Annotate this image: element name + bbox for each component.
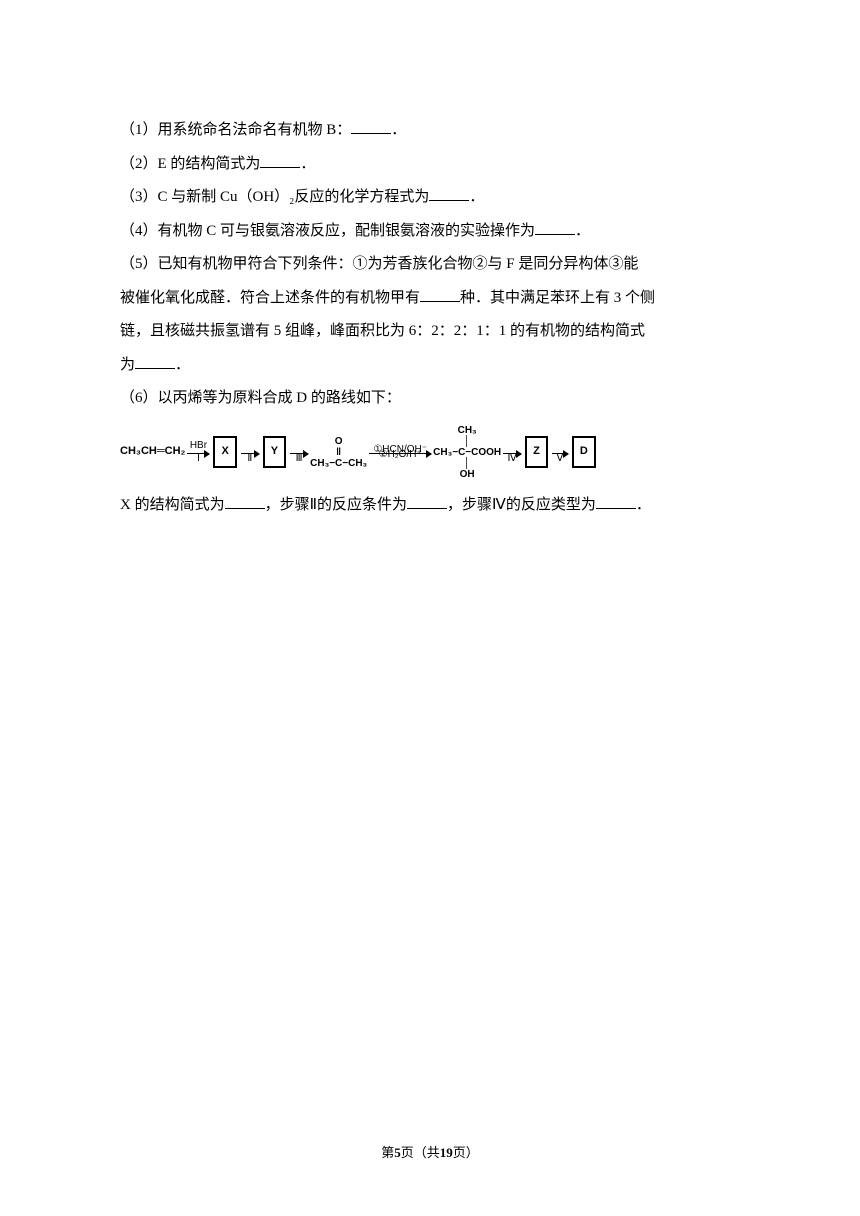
question-2: （2）E 的结构简式为 ． <box>120 149 740 181</box>
product-ch3: CH₃ <box>458 425 477 436</box>
q5-end: ． <box>175 357 190 373</box>
arrow-2: Ⅱ <box>241 440 259 463</box>
footer-suffix: 页） <box>453 1145 479 1160</box>
ketone-formula: CH₃−C−CH₃ <box>310 458 367 469</box>
arrow-1: HBr Ⅰ <box>187 440 209 463</box>
q3-text: （3）C 与新制 Cu（OH）₂反应的化学方程式为 <box>120 189 429 205</box>
document-content: （1）用系统命名法命名有机物 B： ． （2）E 的结构简式为 ． （3）C 与新制… <box>0 0 860 521</box>
question-5-line1: （5）已知有机物甲符合下列条件：①为芳香族化合物②与 F 是同分异构体③能 <box>120 249 740 281</box>
footer-middle: 页（共 <box>401 1145 440 1160</box>
q3-end: ． <box>469 189 484 205</box>
page-footer: 第5页（共19页） <box>0 1142 860 1161</box>
blank-field <box>260 150 300 168</box>
blank-field <box>596 491 636 509</box>
arrow-1-bottom: Ⅰ <box>197 448 200 469</box>
blank-field <box>535 217 575 235</box>
box-z: Z <box>525 436 548 467</box>
question-5-line3: 链，且核磁共振氢谱有 5 组峰，峰面积比为 6：2：2：1：1 的有机物的结构简… <box>120 316 740 348</box>
arrow-2-bottom: Ⅱ <box>247 448 252 469</box>
arrow-4: ①HCN/OH⁻ ②H₂O/H⁺ <box>369 440 431 463</box>
question-5-line2: 被催化氧化成醛．符合上述条件的有机物甲有 种．其中满足苯环上有 3 个侧 <box>120 283 740 315</box>
q2-end: ． <box>300 156 315 172</box>
q6-final-3: ，步骤Ⅳ的反应类型为 <box>447 497 596 513</box>
q2-text: （2）E 的结构简式为 <box>120 156 260 172</box>
product-structure: CH₃ │ CH₃−C−COOH │ OH <box>433 425 501 480</box>
question-4: （4）有机物 C 可与银氨溶液反应，配制银氨溶液的实验操作为 ． <box>120 216 740 248</box>
q1-end: ． <box>391 122 406 138</box>
q4-text: （4）有机物 C 可与银氨溶液反应，配制银氨溶液的实验操作为 <box>120 223 535 239</box>
q6-final-1: X 的结构简式为 <box>120 497 225 513</box>
box-x: X <box>213 436 236 467</box>
box-d: D <box>572 436 596 467</box>
q5-text-5: 为 <box>120 357 135 373</box>
arrow-4-bottom: ②H₂O/H⁺ <box>379 444 422 465</box>
blank-field <box>351 116 391 134</box>
product-oh: OH <box>460 469 475 480</box>
ketone-bond: ‖ <box>336 447 341 458</box>
question-1: （1）用系统命名法命名有机物 B： ． <box>120 115 740 147</box>
q6-final-end: ． <box>636 497 651 513</box>
blank-field <box>225 491 265 509</box>
arrow-5: Ⅳ <box>503 440 521 463</box>
arrow-6-bottom: Ⅴ <box>556 448 563 469</box>
blank-field <box>135 351 175 369</box>
q5-text-3: 种．其中满足苯环上有 3 个侧 <box>460 290 655 306</box>
question-5-line4: 为． <box>120 350 740 382</box>
q4-end: ． <box>575 223 590 239</box>
blank-field <box>407 491 447 509</box>
chemistry-reaction-diagram: CH₃CH═CH₂ HBr Ⅰ X Ⅱ Y Ⅲ O ‖ CH₃−C−CH₃ ①H… <box>120 425 740 480</box>
product-bond1: │ <box>464 436 470 447</box>
chem-start: CH₃CH═CH₂ <box>120 440 185 463</box>
arrow-3-bottom: Ⅲ <box>296 448 303 469</box>
total-pages: 19 <box>440 1145 453 1160</box>
question-6-final: X 的结构简式为 ，步骤Ⅱ的反应条件为 ，步骤Ⅳ的反应类型为 ． <box>120 490 740 522</box>
q6-text: （6）以丙烯等为原料合成 D 的路线如下： <box>120 390 401 406</box>
question-6: （6）以丙烯等为原料合成 D 的路线如下： <box>120 383 740 415</box>
q6-final-2: ，步骤Ⅱ的反应条件为 <box>265 497 407 513</box>
q1-text: （1）用系统命名法命名有机物 B： <box>120 122 351 138</box>
q5-text-4: 链，且核磁共振氢谱有 5 组峰，峰面积比为 6：2：2：1：1 的有机物的结构简… <box>120 323 645 339</box>
ketone-o: O <box>335 436 343 447</box>
box-y: Y <box>263 436 286 467</box>
q5-text-1: （5）已知有机物甲符合下列条件：①为芳香族化合物②与 F 是同分异构体③能 <box>120 256 638 272</box>
blank-field <box>429 183 469 201</box>
product-formula: CH₃−C−COOH <box>433 447 501 458</box>
arrow-6: Ⅴ <box>552 440 568 463</box>
arrow-3: Ⅲ <box>290 440 308 463</box>
product-bond2: │ <box>464 458 470 469</box>
arrow-5-bottom: Ⅳ <box>508 448 517 469</box>
footer-prefix: 第 <box>381 1145 394 1160</box>
blank-field <box>420 284 460 302</box>
q5-text-2: 被催化氧化成醛．符合上述条件的有机物甲有 <box>120 290 420 306</box>
question-3: （3）C 与新制 Cu（OH）₂反应的化学方程式为 ． <box>120 182 740 214</box>
ketone-structure: O ‖ CH₃−C−CH₃ <box>310 436 367 469</box>
